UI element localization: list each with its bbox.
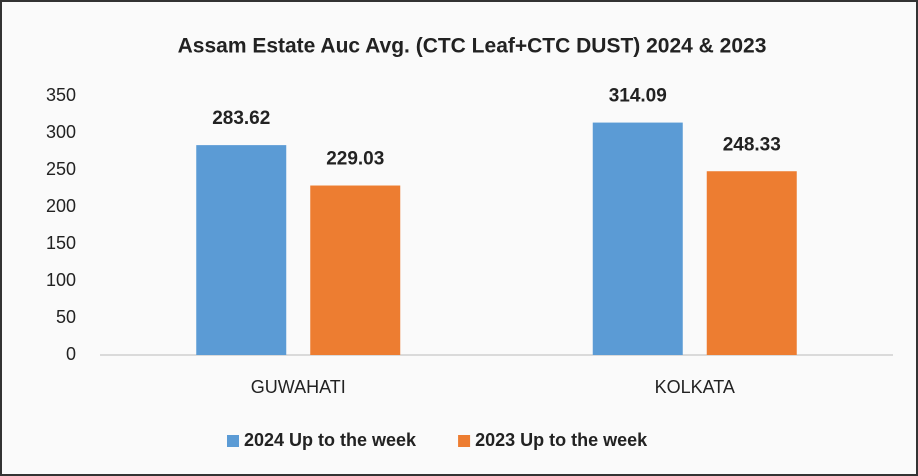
legend-swatch (458, 435, 471, 447)
bar (310, 185, 401, 355)
legend-label: 2024 Up to the week (244, 430, 417, 450)
value-label: 283.62 (212, 108, 270, 129)
bar (196, 145, 287, 355)
bar (592, 122, 683, 356)
value-label: 314.09 (609, 86, 667, 107)
y-tick-label: 100 (46, 270, 76, 290)
y-tick-label: 150 (46, 233, 76, 253)
legend-label: 2023 Up to the week (475, 430, 648, 450)
legend-swatch (227, 435, 239, 447)
chart-title: Assam Estate Auc Avg. (CTC Leaf+CTC DUST… (178, 35, 767, 58)
value-label: 248.33 (723, 134, 781, 155)
bar (706, 171, 797, 355)
y-tick-label: 300 (46, 122, 76, 142)
y-tick-label: 350 (46, 85, 76, 105)
x-tick-label: KOLKATA (655, 377, 735, 397)
y-tick-label: 50 (56, 307, 76, 327)
y-tick-label: 0 (66, 344, 76, 364)
y-tick-label: 250 (46, 159, 76, 179)
value-label: 229.03 (326, 149, 384, 170)
x-tick-label: GUWAHATI (251, 377, 346, 397)
y-tick-label: 200 (46, 196, 76, 216)
